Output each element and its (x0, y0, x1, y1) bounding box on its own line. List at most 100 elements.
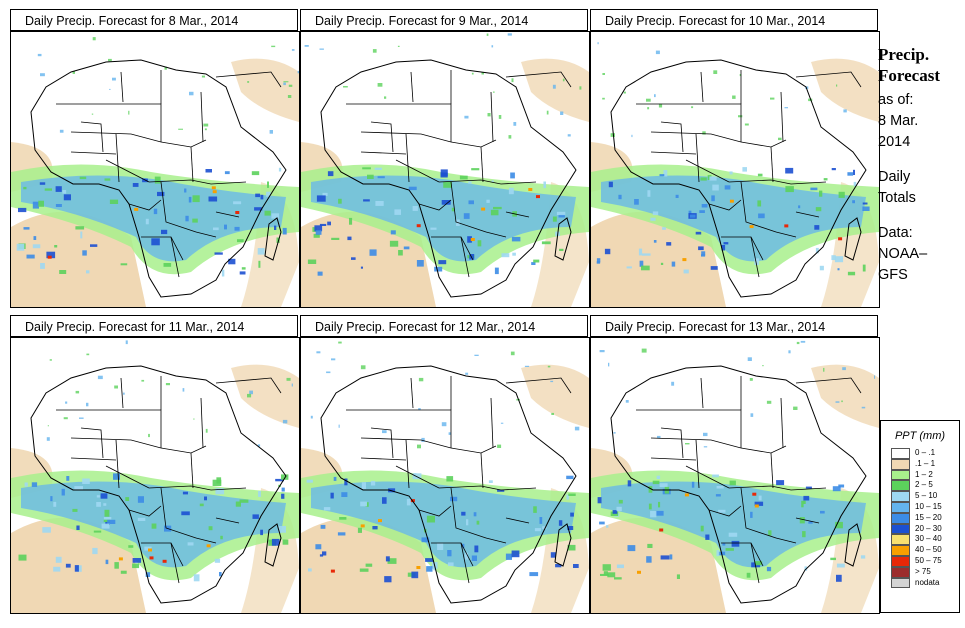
precip-cell (758, 213, 765, 219)
precip-cell (199, 503, 204, 507)
heavy-precip-cell (416, 566, 421, 569)
precip-cell (802, 531, 806, 538)
precip-cell (74, 486, 83, 490)
precip-cell (701, 204, 708, 208)
precip-cell (382, 497, 387, 504)
precip-cell (101, 523, 110, 529)
precip-cell (347, 236, 352, 241)
country-border (775, 231, 797, 238)
coastline (320, 59, 577, 298)
precip-cell (182, 491, 188, 495)
precip-cell (634, 199, 639, 205)
country-border (500, 487, 537, 491)
precip-cell (426, 515, 435, 523)
precip-cell (701, 251, 706, 256)
precip-cell (507, 33, 512, 36)
precip-cell (562, 78, 565, 82)
precip-cell (53, 501, 57, 507)
precip-cell (486, 33, 489, 36)
precip-cell (810, 187, 818, 191)
precip-cell (282, 539, 289, 545)
precip-cell (716, 486, 724, 489)
precip-cell (641, 348, 647, 353)
country-border (740, 181, 777, 233)
precip-cell (287, 95, 292, 98)
country-border (170, 542, 180, 584)
precip-cell (464, 115, 469, 119)
data-source-line1: Data: (878, 225, 913, 241)
heavy-precip-cell (470, 238, 475, 241)
precip-cell (716, 550, 720, 557)
precip-cell (612, 510, 618, 514)
precip-cell (132, 563, 140, 569)
legend-swatch (891, 448, 910, 459)
precip-cell (132, 183, 139, 187)
precip-cell (323, 507, 331, 511)
precip-cell (182, 388, 185, 392)
forecast-map (300, 31, 590, 308)
precip-cell (552, 84, 556, 89)
precip-cell (82, 478, 90, 484)
precip-cell (685, 443, 690, 445)
precip-cell (109, 88, 111, 90)
precip-cell (461, 511, 466, 516)
madagascar-outline (554, 217, 572, 261)
precip-cell (750, 511, 753, 518)
precip-cell (54, 245, 58, 248)
precip-cell (551, 412, 554, 415)
precip-cell (377, 83, 383, 87)
country-border (105, 159, 150, 183)
precip-cell (462, 543, 465, 548)
madagascar-outline (264, 217, 282, 261)
precip-cell (718, 509, 726, 513)
dry-area (811, 58, 879, 122)
precip-cell (660, 555, 670, 560)
precip-cell (59, 270, 67, 274)
country-border (500, 181, 537, 185)
precip-cell (618, 194, 622, 200)
precip-cell (267, 181, 269, 188)
precip-cell (573, 564, 579, 568)
precip-cell (327, 171, 334, 177)
precip-cell (847, 271, 856, 276)
precip-cell (505, 553, 512, 560)
precip-cell (550, 380, 554, 383)
country-border (395, 159, 440, 183)
sidebar-title-line2: Forecast (878, 66, 940, 85)
country-border (128, 199, 162, 211)
precip-cell (338, 198, 342, 204)
heavy-precip-cell (148, 548, 152, 552)
precip-cell (153, 208, 158, 215)
precip-map-svg (591, 42, 879, 307)
country-border (770, 452, 774, 489)
country-border (700, 377, 704, 409)
precip-cell (363, 199, 370, 202)
precip-cell (808, 98, 813, 102)
precip-cell (315, 230, 322, 235)
precip-cell (487, 113, 491, 117)
precip-cell (408, 186, 417, 191)
precip-cell (341, 492, 348, 497)
precip-cell (382, 430, 387, 434)
precip-cell (275, 478, 284, 482)
precip-cell (785, 167, 794, 174)
precip-cell (187, 542, 194, 546)
country-border (80, 121, 104, 153)
country-border (160, 139, 207, 148)
legend-swatch (891, 469, 910, 481)
dry-area (521, 364, 589, 428)
precip-cell (357, 527, 362, 533)
precip-cell (597, 497, 602, 504)
precip-cell (389, 240, 399, 247)
country-border (360, 131, 452, 143)
legend-label: 50 – 75 (915, 555, 942, 565)
precip-cell (566, 494, 569, 500)
coastline (610, 59, 867, 298)
precip-cell (642, 253, 651, 256)
precip-cell (676, 574, 680, 579)
precip-cell (235, 501, 241, 507)
country-border (650, 131, 742, 143)
country-border (105, 465, 150, 489)
precip-cell (75, 390, 80, 394)
precip-cell (50, 496, 53, 502)
